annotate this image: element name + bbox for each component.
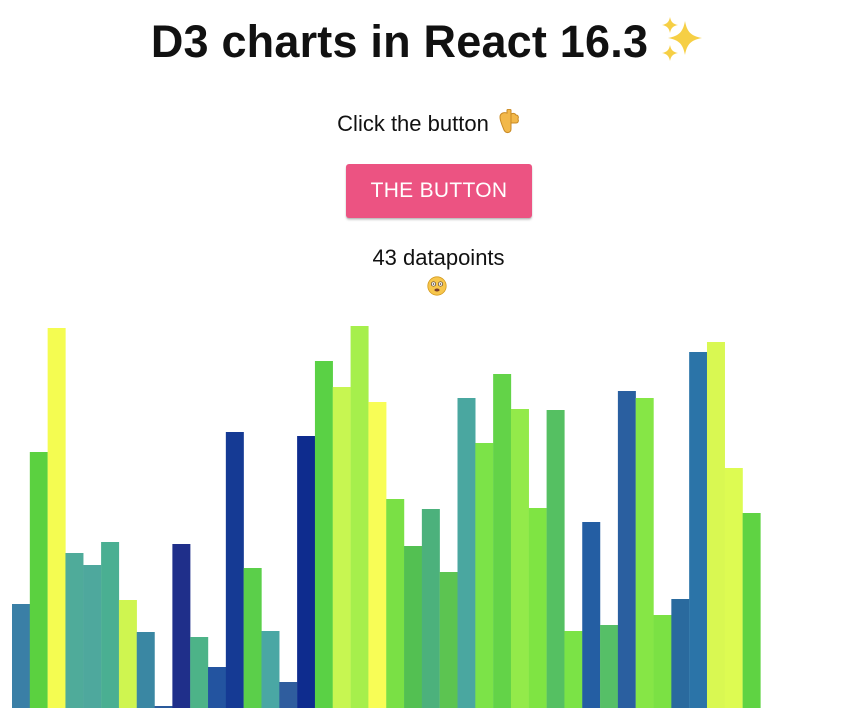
instruction-label: Click the button — [337, 111, 489, 136]
bar-14 — [243, 568, 262, 708]
bar-30 — [528, 508, 547, 708]
bar-10 — [172, 544, 191, 708]
bar-42 — [742, 513, 761, 708]
page-title: D3 charts in React 16.3 — [0, 11, 857, 73]
bar-31 — [546, 410, 565, 708]
bar-32 — [564, 631, 583, 708]
bar-39 — [689, 352, 708, 708]
bar-22 — [386, 499, 405, 708]
bar-21 — [368, 402, 387, 708]
bar-17 — [297, 436, 316, 708]
bar-33 — [582, 522, 601, 708]
bar-23 — [404, 546, 423, 708]
bar-9 — [154, 706, 173, 708]
pointing-down-hand-icon — [499, 109, 519, 133]
bar-27 — [475, 443, 494, 708]
instruction-text: Click the button — [0, 109, 857, 139]
bar-36 — [635, 398, 654, 708]
bar-8 — [136, 632, 155, 708]
bar-7 — [118, 600, 137, 708]
bar-28 — [493, 374, 512, 708]
the-button[interactable]: THE BUTTON — [346, 164, 532, 218]
sparkles-icon — [662, 17, 703, 61]
bar-12 — [208, 667, 227, 708]
bar-26 — [457, 398, 476, 708]
bar-18 — [314, 361, 333, 708]
bar-5 — [83, 565, 102, 708]
bar-29 — [510, 409, 529, 708]
bar-20 — [350, 326, 369, 708]
bar-40 — [706, 342, 725, 708]
bar-13 — [225, 432, 244, 708]
bar-4 — [65, 553, 84, 708]
dizzy-face-icon — [427, 276, 447, 296]
bar-38 — [671, 599, 690, 708]
bar-41 — [724, 468, 743, 708]
bar-15 — [261, 631, 280, 708]
bar-16 — [279, 682, 298, 708]
bar-1 — [12, 604, 30, 708]
datapoints-count: 43 datapoints — [372, 245, 505, 270]
bar-11 — [190, 637, 209, 708]
page-title-text: D3 charts in React 16.3 — [150, 16, 649, 67]
bar-35 — [617, 391, 636, 708]
bar-34 — [600, 625, 619, 708]
bar-25 — [439, 572, 458, 708]
bar-24 — [421, 509, 440, 708]
bar-37 — [653, 615, 672, 708]
bar-2 — [29, 452, 48, 708]
bar-19 — [332, 387, 351, 708]
bar-3 — [47, 328, 66, 708]
bar-6 — [101, 542, 120, 708]
